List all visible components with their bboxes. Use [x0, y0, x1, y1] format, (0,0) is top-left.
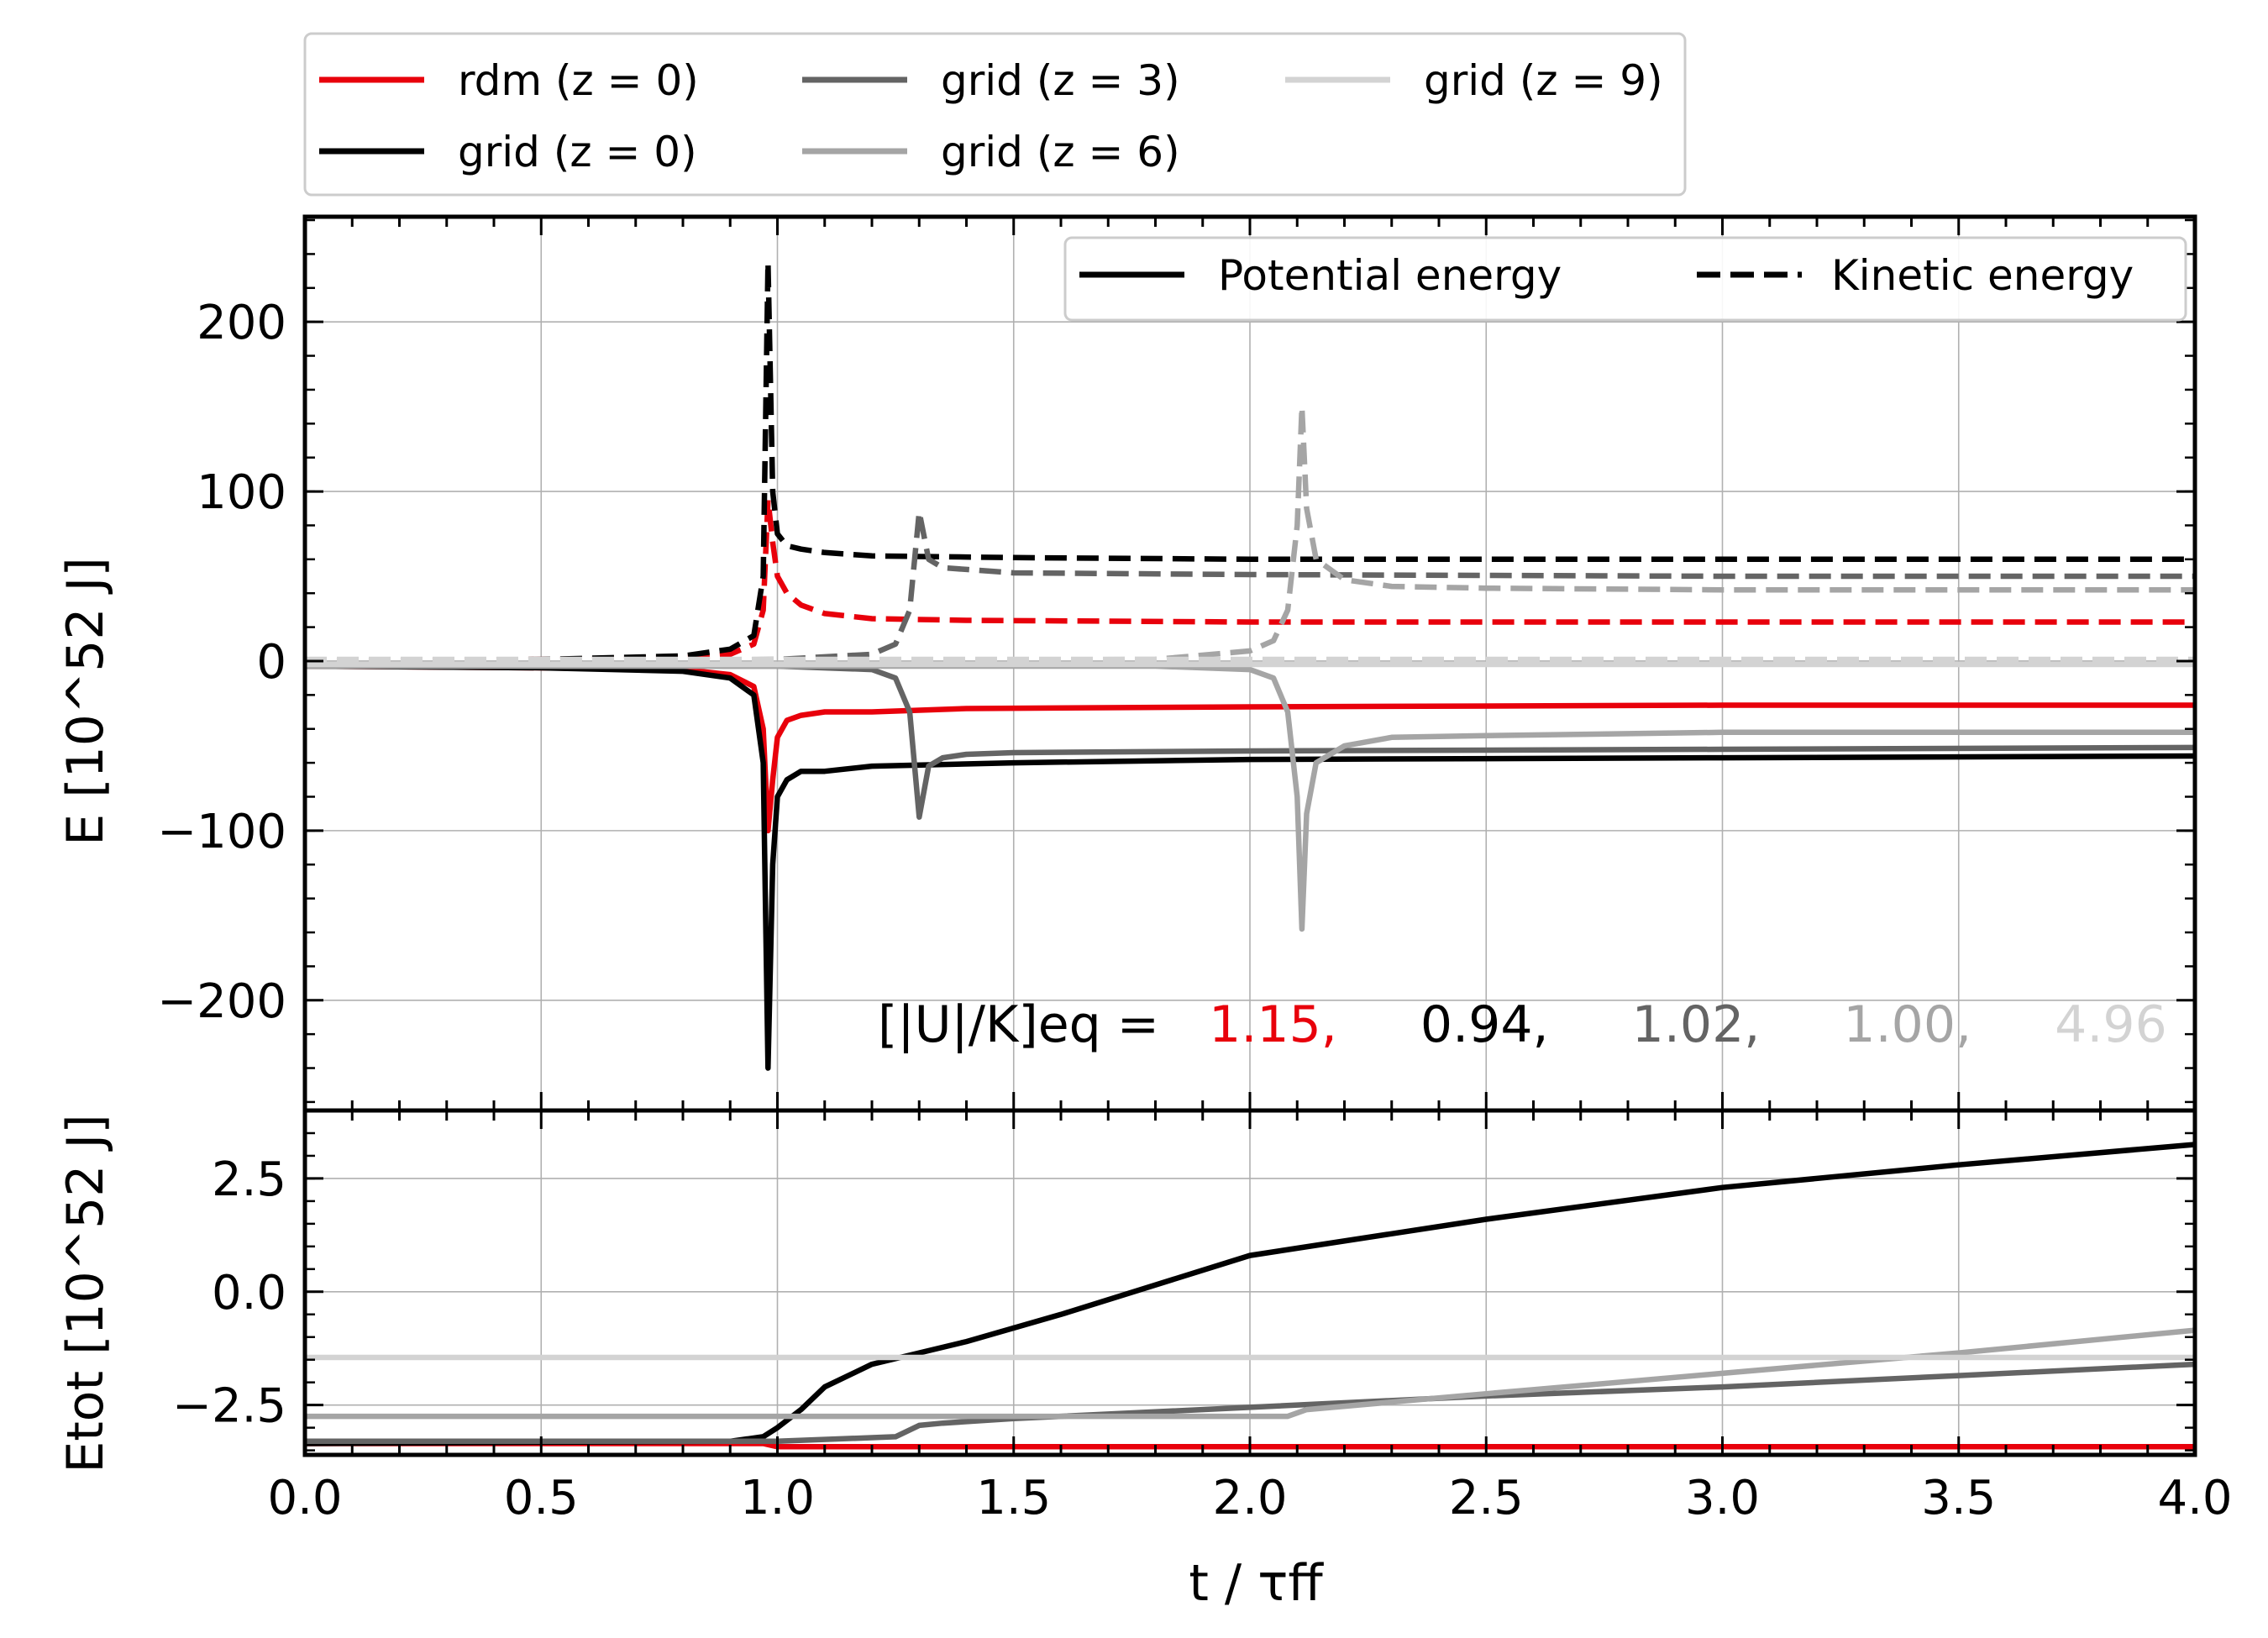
xtick-label: 2.5: [1449, 1471, 1524, 1525]
legend-label-grid-z9: grid (z = 9): [1424, 56, 1663, 105]
top-panel-series: [304, 260, 2196, 1071]
legend-label-grid-z6: grid (z = 6): [941, 128, 1180, 176]
xtick-label: 0.5: [504, 1471, 579, 1525]
top-ytick-label: 0: [256, 635, 286, 690]
top-line-grid-z-6-kinetic-7: [305, 403, 2195, 664]
bottom-panel-grid: [305, 1110, 2195, 1455]
top-ytick-label: 200: [197, 296, 286, 350]
top-line-rdm-z-0-kinetic-1: [304, 496, 2195, 664]
bottom-line-grid-z-0-1: [304, 1142, 2196, 1446]
xtick-label: 1.0: [740, 1471, 815, 1525]
legend-label-grid-z3: grid (z = 3): [941, 56, 1180, 105]
x-axis-label: t / τff: [1189, 1554, 1324, 1613]
ratio-value-grid-z9: 4.96: [2055, 995, 2167, 1054]
bottom-ytick-label: −2.5: [172, 1379, 286, 1434]
axis-tick-labels: 200 100 0 −100 −200 2.5 0.0 −2.5 0.0 0.5 1.0 1.5 2.0…: [157, 296, 2232, 1525]
virial-ratio-annotation: [|U|/K]eq = 1.15, 0.94, 1.02, 1.00, 4.96: [878, 995, 2167, 1054]
top-ytick-label: −200: [157, 974, 286, 1029]
ratio-value-grid-z0: 0.94,: [1420, 995, 1549, 1054]
xtick-label: 0.0: [267, 1471, 342, 1525]
ratio-value-grid-z6: 1.00,: [1843, 995, 1971, 1054]
bottom-ytick-label: 0.0: [212, 1266, 286, 1320]
top-y-axis-label: E [10^52 J]: [56, 557, 115, 846]
top-line-rdm-z-0-potential-0: [304, 663, 2195, 834]
xtick-label: 1.5: [976, 1471, 1051, 1525]
linestyle-legend: Potential energy Kinetic energy: [1063, 236, 2187, 322]
bottom-y-axis-label: Etot [10^52 J]: [56, 1114, 115, 1473]
top-line-grid-z-0-potential-2: [304, 663, 2196, 1071]
ratio-value-rdm-z0: 1.15,: [1209, 995, 1337, 1054]
series-legend: rdm (z = 0) grid (z = 0) grid (z = 3) gr…: [303, 32, 1687, 197]
top-line-grid-z-0-kinetic-3: [304, 260, 2195, 664]
top-ytick-label: 100: [197, 465, 286, 520]
axis-ticks: [303, 217, 2197, 1455]
legend-label-rdm-z0: rdm (z = 0): [458, 56, 699, 105]
legend-label-potential: Potential energy: [1218, 251, 1562, 300]
xtick-label: 3.5: [1921, 1471, 1996, 1525]
xtick-label: 2.0: [1212, 1471, 1287, 1525]
legend-label-grid-z0: grid (z = 0): [458, 128, 697, 176]
bottom-ytick-label: 2.5: [212, 1152, 286, 1207]
linestyle-legend-frame: [1063, 236, 2187, 322]
bottom-line-grid-z-6-3: [305, 1327, 2196, 1420]
legend-label-kinetic: Kinetic energy: [1831, 251, 2134, 300]
xtick-label: 3.0: [1685, 1471, 1760, 1525]
ratio-prefix: [|U|/K]eq =: [878, 995, 1159, 1054]
top-line-grid-z-6-potential-6: [305, 663, 2195, 932]
top-ytick-label: −100: [157, 805, 286, 859]
xtick-label: 4.0: [2157, 1471, 2232, 1525]
series-legend-frame: [303, 32, 1687, 197]
ratio-value-grid-z3: 1.02,: [1632, 995, 1761, 1054]
